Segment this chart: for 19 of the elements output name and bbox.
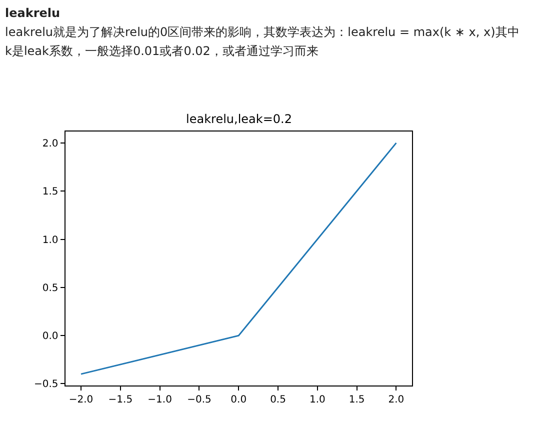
x-tick-label: 2.0 — [388, 394, 404, 406]
text: leakrelu就是为了解决relu的0区间带来的影响，其数学表达为：leakrelu = max(k ∗ x, x)其中 — [5, 25, 520, 39]
y-tick-label: −0.5 — [34, 379, 58, 390]
x-tick-label: −1.0 — [148, 394, 172, 406]
y-tick-label: 0.5 — [42, 282, 58, 294]
y-tick-label: 1.5 — [42, 186, 58, 198]
x-tick-label: 0.0 — [230, 394, 247, 406]
x-tick-label: −2.0 — [68, 394, 94, 406]
text: k是leak系数，一般选择0.01或者0.02，或者通过学习而来 — [5, 44, 318, 58]
y-tick-label: 2.0 — [42, 138, 58, 150]
x-tick-label: −0.5 — [187, 394, 212, 406]
y-tick-label: 1.0 — [42, 234, 58, 246]
x-tick-label: 0.5 — [270, 394, 286, 406]
text: leakrelu — [5, 6, 60, 20]
y-tick-label: 0.0 — [42, 331, 58, 342]
x-tick-label: 1.0 — [309, 394, 326, 406]
x-tick-label: −1.5 — [108, 394, 133, 406]
x-tick-label: 1.5 — [348, 394, 365, 406]
chart-title: leakrelu,leak=0.2 — [186, 112, 292, 126]
